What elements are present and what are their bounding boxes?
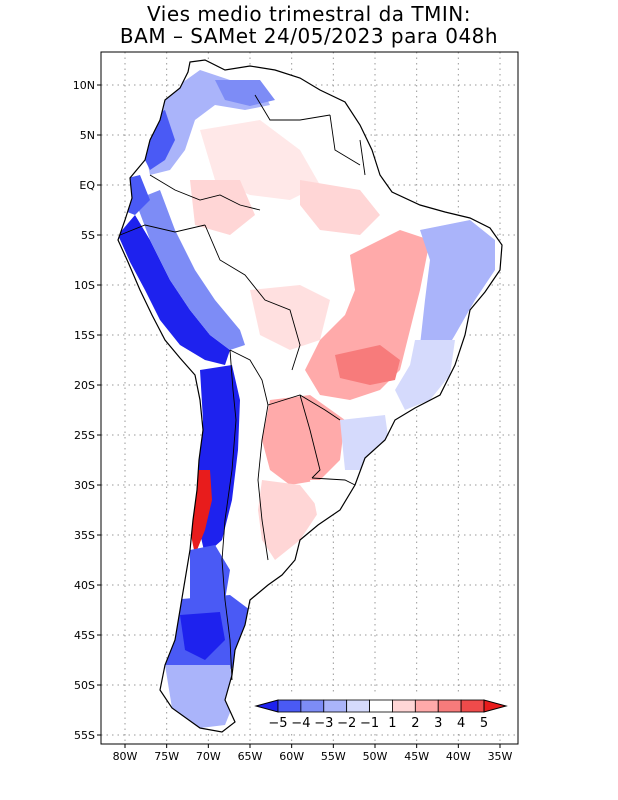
country-borders (119, 94, 366, 681)
colorbar-label: 1 (388, 716, 396, 731)
colorbar-segment (483, 699, 508, 713)
lon-tick-label: 50W (363, 750, 388, 763)
bias-region-bahia (395, 340, 455, 410)
coastline (117, 59, 503, 733)
bias-field (118, 70, 495, 728)
colorbar-label: 4 (457, 716, 465, 731)
lat-tick-label: 5S (81, 229, 95, 242)
lat-tick-label: EQ (79, 179, 95, 192)
lat-tick-label: 55S (74, 729, 95, 742)
lat-tick-label: 50S (74, 679, 95, 692)
lon-tick-label: 35W (488, 750, 513, 763)
bias-region-patagonia-core (180, 612, 225, 660)
lon-tick-label: 55W (321, 750, 346, 763)
colorbar-label: 3 (434, 716, 442, 731)
lon-tick-label: 80W (113, 750, 138, 763)
lat-tick-label: 25S (74, 429, 95, 442)
map-frame (100, 51, 519, 745)
lon-tick-label: 45W (404, 750, 429, 763)
lat-tick-label: 10S (74, 279, 95, 292)
lat-tick-label: 5N (80, 129, 95, 142)
bias-region-peru-andes (135, 190, 245, 350)
axis-ticks: 10N 5N EQ 5S 10S 15S 20S 25S 30S 35S 40S 45S 50S 55S 8… (73, 79, 513, 763)
colorbar-label: 2 (411, 716, 419, 731)
lat-tick-label: 35S (74, 529, 95, 542)
lat-tick-label: 20S (74, 379, 95, 392)
lon-tick-label: 70W (196, 750, 221, 763)
bias-region-peru-coast (118, 215, 230, 365)
chart-title-line1: Vies medio trimestral da TMIN: (147, 2, 471, 26)
lat-tick-label: 45S (74, 629, 95, 642)
colorbar-label: −1 (360, 716, 379, 731)
bias-region-amazon-south (300, 180, 380, 235)
colorbar-segment (437, 699, 462, 713)
bias-region-venezuela (215, 80, 275, 106)
colorbar-segment (414, 699, 439, 713)
colorbar-segment (392, 699, 416, 713)
bias-region-chaco (262, 395, 345, 485)
colorbar: −5 −4 −3 −2 −1 1 2 3 4 5 (252, 694, 510, 734)
colorbar-segment (346, 699, 370, 713)
colorbar-segment (300, 699, 325, 713)
colorbar-label: −4 (291, 716, 310, 731)
lon-tick-label: 60W (279, 750, 304, 763)
bias-region-mato-grosso (250, 285, 330, 350)
bias-region-pampas (258, 480, 320, 560)
lat-tick-label: 15S (74, 329, 95, 342)
chart-title-line2: BAM – SAMet 24/05/2023 para 048h (119, 24, 499, 48)
colorbar-label: −3 (314, 716, 333, 731)
colorbar-segment (460, 699, 485, 713)
colorbar-segment (369, 699, 393, 713)
colorbar-label: 5 (480, 716, 488, 731)
lat-tick-label: 10N (73, 79, 95, 92)
lat-tick-label: 30S (74, 479, 95, 492)
colorbar-label: −2 (337, 716, 356, 731)
colorbar-label: −5 (268, 716, 287, 731)
bias-region-northeast-brazil (420, 220, 495, 360)
lat-tick-label: 40S (74, 579, 95, 592)
lon-tick-label: 75W (154, 750, 179, 763)
lon-tick-label: 65W (238, 750, 263, 763)
bias-region-patagonia-south (165, 665, 235, 728)
lon-tick-label: 40W (446, 750, 471, 763)
colorbar-segment (323, 699, 348, 713)
colorbar-segment (277, 699, 302, 713)
bias-region-amazon-west (190, 180, 255, 235)
bias-region-goias (335, 345, 400, 385)
